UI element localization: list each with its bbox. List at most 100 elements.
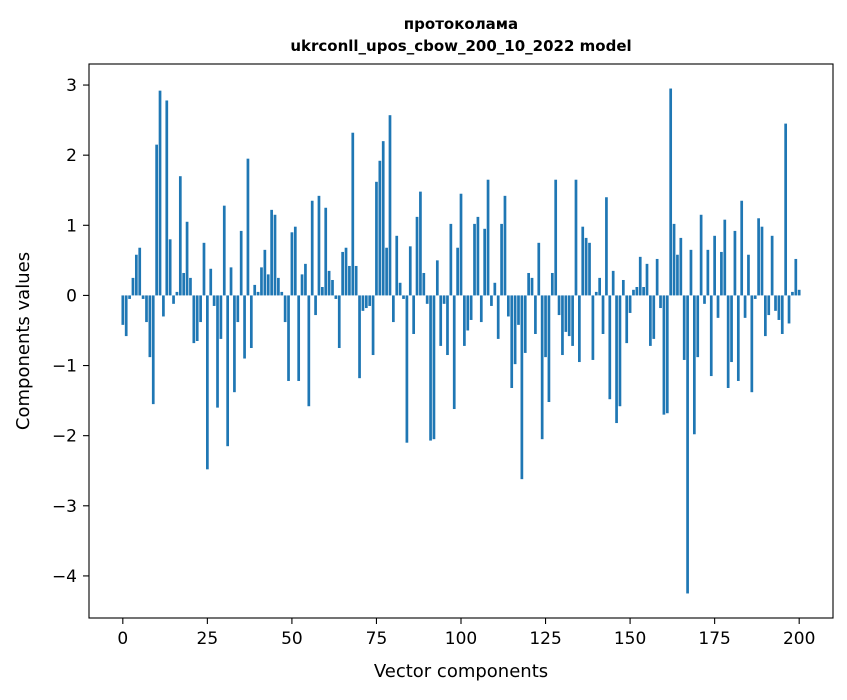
bar-component-99 [456, 248, 459, 296]
bar-component-75 [375, 182, 378, 296]
bar-component-92 [433, 295, 436, 439]
bar-component-153 [639, 257, 642, 296]
bar-component-80 [392, 295, 395, 322]
bar-component-98 [453, 295, 456, 409]
bar-component-142 [602, 295, 605, 334]
x-axis: 0 25 50 75 100 125 150 175 200 [117, 618, 815, 649]
x-tick-label: 50 [281, 629, 303, 649]
bar-component-25 [206, 295, 209, 469]
bar-component-177 [720, 252, 723, 295]
bar-component-45 [274, 215, 277, 296]
bar-component-90 [426, 295, 429, 303]
bar-component-13 [165, 100, 168, 295]
bar-component-33 [233, 295, 236, 392]
bar-component-88 [419, 192, 422, 296]
bar-component-134 [575, 180, 578, 296]
bar-component-70 [358, 295, 361, 378]
bar-component-159 [659, 295, 662, 308]
bar-component-36 [243, 295, 246, 358]
bar-component-31 [226, 295, 229, 446]
bar-component-119 [524, 295, 527, 353]
bar-component-29 [220, 295, 223, 338]
y-tick-label: 1 [66, 216, 77, 236]
bar-component-151 [632, 290, 635, 296]
bar-component-160 [663, 295, 666, 414]
bar-component-122 [534, 295, 537, 334]
bar-component-49 [287, 295, 290, 381]
bar-component-164 [676, 255, 679, 296]
bar-component-20 [189, 278, 192, 296]
plot-frame [89, 64, 833, 618]
bar-component-89 [422, 273, 425, 295]
bar-component-60 [324, 208, 327, 296]
bar-component-102 [466, 295, 469, 330]
bar-component-71 [362, 295, 365, 310]
bar-component-53 [301, 274, 304, 295]
bar-component-30 [223, 206, 226, 296]
y-axis-label: Components values [13, 252, 34, 430]
bar-component-158 [656, 259, 659, 295]
x-tick-label: 175 [698, 629, 730, 649]
bar-component-193 [774, 295, 777, 310]
bar-component-12 [162, 295, 165, 316]
bar-component-194 [778, 295, 781, 320]
bar-component-107 [483, 229, 486, 296]
bar-component-116 [514, 295, 517, 364]
bar-component-104 [473, 224, 476, 296]
bar-component-76 [378, 161, 381, 296]
bar-component-32 [230, 267, 233, 295]
bar-component-168 [690, 250, 693, 296]
bar-component-169 [693, 295, 696, 434]
bar-component-109 [490, 295, 493, 306]
bar-component-192 [771, 236, 774, 296]
bar-component-21 [192, 295, 195, 343]
bar-component-181 [734, 231, 737, 296]
bar-component-3 [132, 278, 135, 296]
bar-component-8 [149, 295, 152, 357]
bar-component-56 [311, 201, 314, 296]
x-tick-label: 0 [117, 629, 128, 649]
bar-component-173 [707, 250, 710, 296]
bar-component-123 [537, 243, 540, 296]
bar-component-155 [646, 264, 649, 296]
bar-component-127 [551, 273, 554, 295]
y-tick-label: 0 [66, 286, 77, 306]
y-tick-label: −3 [52, 497, 77, 517]
x-tick-label: 75 [366, 629, 388, 649]
bar-component-195 [781, 295, 784, 334]
bar-component-81 [395, 236, 398, 296]
bar-component-115 [510, 295, 513, 388]
bar-component-26 [209, 269, 212, 296]
bar-component-131 [564, 295, 567, 331]
bar-component-133 [571, 295, 574, 345]
bar-component-87 [416, 217, 419, 296]
bar-component-178 [723, 220, 726, 296]
bar-component-136 [581, 227, 584, 296]
bar-component-148 [622, 280, 625, 295]
bar-component-52 [297, 295, 300, 381]
bar-component-163 [673, 224, 676, 296]
bar-component-28 [216, 295, 219, 407]
bar-component-144 [608, 295, 611, 399]
bar-component-27 [213, 295, 216, 306]
bar-component-147 [619, 295, 622, 406]
bar-component-132 [568, 295, 571, 336]
bar-component-34 [236, 295, 239, 322]
bar-component-103 [470, 295, 473, 320]
bar-component-120 [527, 273, 530, 295]
bar-component-111 [497, 295, 500, 338]
bar-component-140 [595, 292, 598, 296]
bar-component-118 [521, 295, 524, 479]
bar-component-139 [592, 295, 595, 360]
bar-component-54 [304, 264, 307, 296]
bar-component-40 [257, 292, 260, 296]
bar-component-185 [747, 255, 750, 296]
bar-component-46 [277, 278, 280, 296]
bar-component-200 [798, 290, 801, 296]
bar-component-110 [493, 283, 496, 296]
bar-component-16 [176, 292, 179, 296]
bar-component-166 [683, 295, 686, 360]
bar-component-0 [121, 295, 124, 324]
bar-component-55 [307, 295, 310, 406]
bar-component-22 [196, 295, 199, 341]
